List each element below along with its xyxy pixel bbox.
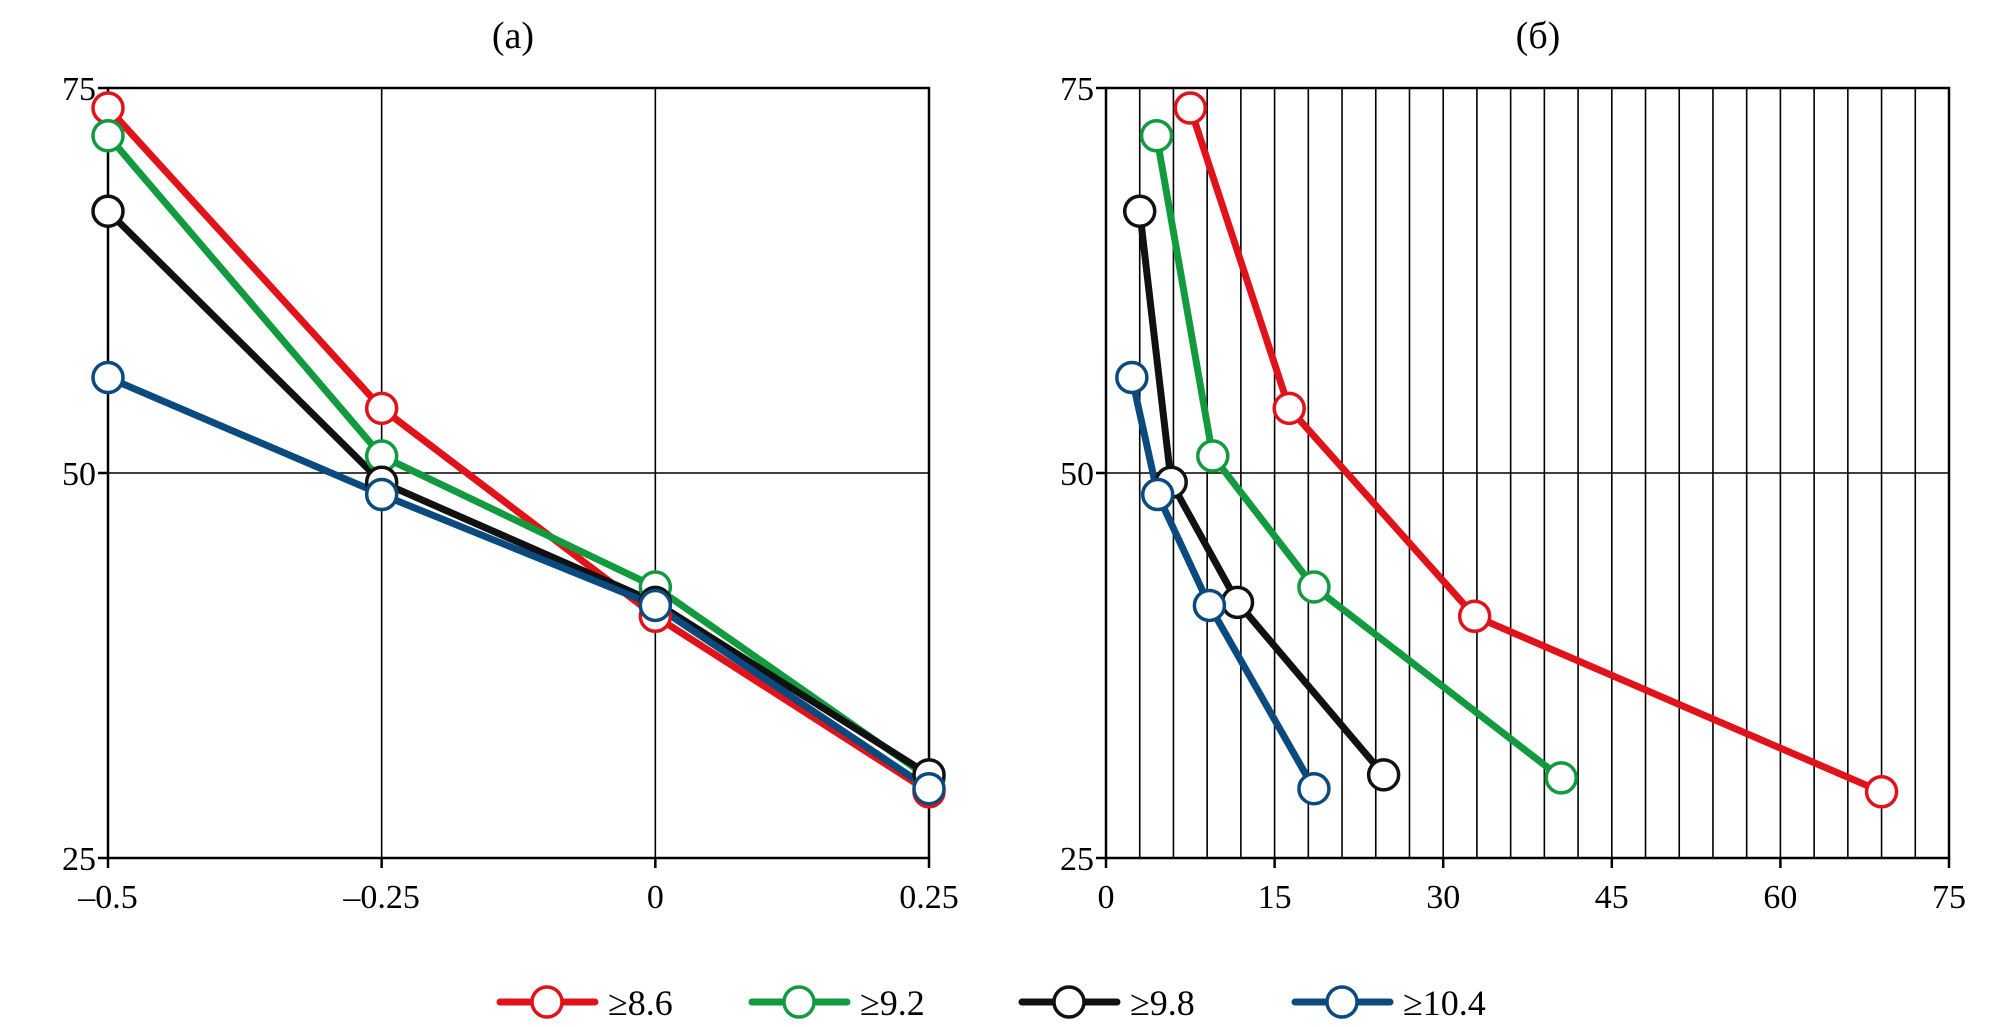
- data-point-ge9-2-a: [91, 118, 125, 153]
- data-point-ge10-4-b: [1115, 360, 1149, 395]
- series-line-ge9-2-a: [104, 132, 933, 782]
- y-tick-label: 50: [1060, 456, 1094, 493]
- legend-label: ≥10.4: [1403, 983, 1486, 1023]
- data-point-ge8-6-a: [364, 391, 399, 426]
- legend-marker-swatch: [782, 985, 816, 1019]
- series-line-ge9-2-b: [1153, 132, 1565, 782]
- legend: ≥8.6 ≥9.2 ≥9.8 ≥10.4: [496, 983, 1486, 1023]
- legend-marker-swatch: [1325, 985, 1359, 1019]
- y-tick-label: 75: [62, 71, 96, 108]
- data-point-ge9-2-b: [1544, 761, 1578, 795]
- legend-item-ge10-4: ≥10.4: [1291, 983, 1486, 1023]
- series-line-ge9-8-b: [1136, 207, 1388, 779]
- series-line-ge10-4-b: [1128, 374, 1318, 793]
- x-tick-label: –0.5: [77, 879, 138, 916]
- data-point-ge9-8-b: [1366, 758, 1401, 792]
- y-tick-label: 25: [62, 841, 96, 878]
- y-tick-label: 75: [1060, 71, 1094, 108]
- data-point-ge10-4-b: [1140, 477, 1175, 512]
- data-point-ge9-2-b: [1297, 570, 1331, 604]
- legend-marker-swatch: [1052, 985, 1086, 1019]
- data-point-ge9-8-a: [91, 194, 125, 228]
- chart-panel-a: (а) –0.5 –0.25 0 0.25 25 50 75: [62, 15, 959, 916]
- x-tick-label: 0.25: [899, 879, 959, 916]
- data-point-ge8-6-b: [1173, 91, 1208, 125]
- data-point-ge9-8-b: [1122, 194, 1157, 228]
- legend-label: ≥8.6: [608, 983, 673, 1023]
- y-axis-a: 25 50 75: [62, 71, 108, 878]
- data-point-ge9-2-b: [1139, 118, 1174, 153]
- data-point-ge8-6-a: [91, 91, 125, 125]
- data-point-ge9-2-b: [1196, 439, 1230, 473]
- legend-label: ≥9.2: [860, 983, 925, 1023]
- data-point-ge10-4-a: [912, 771, 946, 806]
- series-line-ge10-4-a: [104, 374, 933, 793]
- series-group-b: [1115, 91, 1899, 809]
- legend-item-ge8-6: ≥8.6: [496, 983, 673, 1023]
- x-tick-label: –0.25: [342, 879, 420, 916]
- chart-title-a: (а): [492, 15, 534, 57]
- y-tick-label: 25: [1060, 841, 1094, 878]
- legend-item-ge9-2: ≥9.2: [748, 983, 925, 1023]
- data-point-ge10-4-b: [1192, 588, 1227, 623]
- grid-lines-b: [1106, 88, 1949, 858]
- data-point-ge8-6-b: [1864, 775, 1899, 809]
- legend-marker-swatch: [530, 985, 564, 1019]
- x-axis-b: 0 15 30 45 60 75: [1098, 858, 1966, 916]
- x-tick-label: 15: [1258, 879, 1292, 916]
- x-tick-label: 0: [647, 879, 664, 916]
- series-line-ge8-6-a: [104, 104, 933, 796]
- x-tick-label: 30: [1426, 879, 1460, 916]
- series-group-a: [91, 91, 946, 809]
- legend-item-ge9-8: ≥9.8: [1018, 983, 1195, 1023]
- x-axis-a: –0.5 –0.25 0 0.25: [77, 858, 959, 916]
- y-axis-b: 25 50 75: [1060, 71, 1106, 878]
- chart-title-b: (б): [1516, 15, 1561, 57]
- data-point-ge9-8-b: [1220, 585, 1255, 620]
- series-line-ge8-6-b: [1186, 104, 1886, 796]
- data-point-ge8-6-b: [1272, 391, 1306, 426]
- legend-label: ≥9.8: [1130, 983, 1195, 1023]
- x-tick-label: 75: [1932, 879, 1966, 916]
- x-tick-label: 45: [1595, 879, 1629, 916]
- data-point-ge8-6-b: [1457, 599, 1492, 633]
- chart-panel-b: (б) 0 15 30 45 60 75 25 50 75: [1060, 15, 1966, 916]
- grid-lines-a: [108, 88, 929, 858]
- data-point-ge10-4-a: [638, 588, 673, 623]
- data-point-ge10-4-a: [364, 477, 399, 512]
- data-point-ge10-4-b: [1297, 771, 1331, 806]
- data-point-ge10-4-a: [91, 360, 125, 395]
- x-tick-label: 0: [1098, 879, 1115, 916]
- x-tick-label: 60: [1763, 879, 1797, 916]
- y-tick-label: 50: [62, 456, 96, 493]
- series-line-ge9-8-a: [104, 207, 933, 779]
